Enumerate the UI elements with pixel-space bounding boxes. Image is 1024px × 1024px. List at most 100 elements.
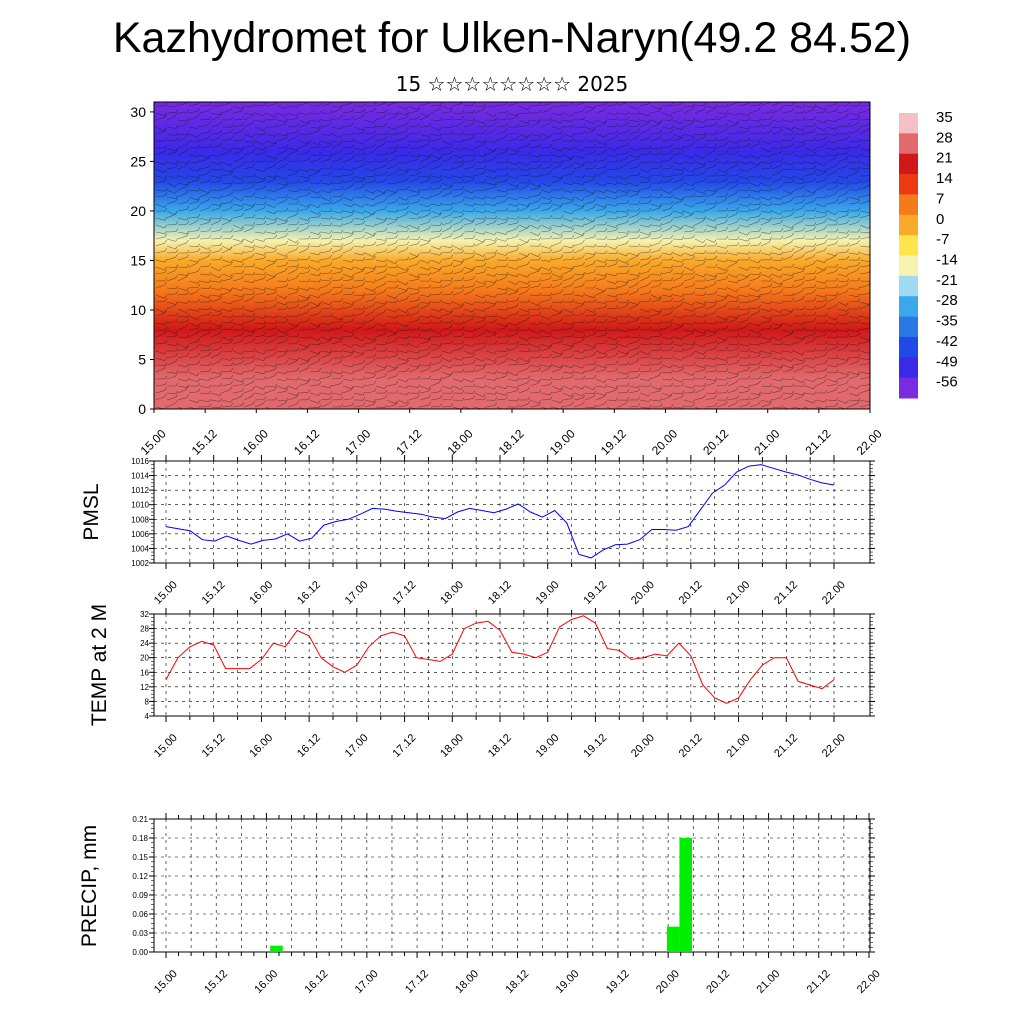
wind-barbs [155,102,870,409]
pmsl-grid [154,461,870,563]
colorbar-swatch [899,133,918,155]
colorbar-swatch [899,113,918,134]
pmsl-ylabel: PMSL [80,483,103,540]
temp-series-line [165,615,835,704]
temp-xtick-label: 22.00 [820,732,848,760]
colorbar-swatch [899,275,918,297]
colorbar-label: -35 [936,313,958,330]
heat-ytick-label: 0 [138,401,146,417]
pmsl-xtick-label: 20.00 [629,579,657,607]
pmsl-xtick-label: 16.12 [295,579,323,607]
precip-xtick-label: 19.00 [554,968,582,996]
colorbar-label: -21 [936,272,958,289]
precip-ytick-label: 0.18 [132,834,148,843]
precip-xtick-label: 19.12 [604,968,632,996]
heat-xtick-label: 22.00 [854,426,885,457]
temp-xtick-label: 17.12 [390,732,418,760]
pmsl-ytick-label: 1012 [131,486,149,495]
temp-ytick-label: 28 [140,625,149,634]
heat-xtick-label: 21.12 [802,426,833,457]
heat-xtick-label: 17.00 [342,426,373,457]
temp-xtick-label: 15.00 [152,732,180,760]
heat-xtick-label: 20.12 [700,426,731,457]
temp-ytick-label: 32 [140,610,149,619]
precip-xtick-label: 16.00 [252,968,280,996]
colorbar-label: -28 [936,292,958,309]
colorbar-swatch [899,194,918,216]
colorbar-swatch [899,357,918,379]
heat-ytick-label: 25 [130,153,146,169]
precip-xtick-label: 15.12 [202,968,230,996]
pmsl-ytick-label: 1016 [131,457,149,466]
pmsl-xtick-label: 18.12 [486,579,514,607]
heat-xtick-label: 16.00 [240,426,271,457]
precip-ytick-label: 0.03 [132,929,148,938]
temp-panel: 4 8 12 16 20 24 28 32 15.00 15.12 16.00 16.12 17.00 1… [88,604,875,760]
pmsl-ytick-label: 1010 [131,501,149,510]
heat-ytick-label: 30 [130,104,146,120]
colorbar-label: 35 [936,109,953,126]
pmsl-ytick-label: 1006 [131,530,149,539]
temp-xtick-label: 19.12 [581,732,609,760]
colorbar-label: 0 [936,211,944,228]
pmsl-xtick-label: 15.00 [152,579,180,607]
temp-xtick-label: 19.00 [534,732,562,760]
colorbar-label: -42 [936,333,958,350]
temp-xtick-label: 17.00 [343,732,371,760]
pmsl-xtick-label: 17.00 [343,579,371,607]
precip-panel: 0.00 0.03 0.06 0.09 0.12 0.15 0.18 0.21 15.00 15.… [78,813,883,996]
precip-ytick-label: 0.00 [132,948,148,957]
temp-xtick-label: 16.12 [295,732,323,760]
temp-ytick-label: 8 [145,697,150,706]
colorbar-swatch [899,316,918,338]
pmsl-xtick-label: 20.12 [677,579,705,607]
temp-xtick-label: 18.12 [486,732,514,760]
temp-ytick-label: 4 [145,712,150,721]
pmsl-series-line [165,464,835,559]
temp-ytick-label: 24 [140,639,149,648]
heat-xtick-label: 18.00 [444,426,475,457]
precip-bar [679,838,692,952]
colorbar-swatch [899,174,918,195]
colorbar-swatch [899,336,918,358]
heat-xtick-label: 15.00 [138,426,169,457]
precip-ytick-label: 0.09 [132,891,148,900]
pmsl-ytick-label: 1004 [131,544,149,553]
temp-ytick-label: 16 [140,668,149,677]
temp-xtick-label: 18.00 [438,732,466,760]
pmsl-xtick-label: 19.00 [534,579,562,607]
heat-ytick-label: 15 [130,252,146,268]
temp-xtick-label: 16.00 [247,732,275,760]
heat-xtick-label: 19.00 [547,426,578,457]
precip-ytick-label: 0.21 [132,815,148,824]
colorbar-swatch [899,235,918,256]
heat-ytick-label: 10 [130,302,146,318]
temp-xtick-label: 20.12 [677,732,705,760]
precip-xtick-label: 20.00 [654,968,682,996]
colorbar-label: 28 [936,129,953,146]
pmsl-ytick-label: 1002 [131,559,149,568]
pmsl-xtick-label: 15.12 [200,579,228,607]
colorbar-label: -14 [936,252,958,269]
heat-xtick-label: 20.00 [649,426,680,457]
heat-xtick-label: 16.12 [291,426,322,457]
colorbar-label: 14 [936,170,953,187]
pmsl-xtick-label: 21.12 [772,579,800,607]
temp-xtick-label: 15.12 [200,732,228,760]
heat-xtick-label: 17.12 [393,426,424,457]
precip-xtick-label: 18.12 [503,968,531,996]
precip-xtick-label: 16.12 [303,968,331,996]
pmsl-xtick-label: 19.12 [581,579,609,607]
temp-ytick-label: 20 [140,654,149,663]
temp-grid [154,614,870,716]
pmsl-panel: 1002 1004 1006 1008 1010 1012 1014 1016 15.00 15.… [80,455,875,607]
heat-ytick-label: 5 [138,351,146,367]
colorbar: 35 28 21 14 7 0 -7 -14 -21 -28 -35 -42 -49 -56 [899,109,958,399]
heat-xtick-label: 21.00 [751,426,782,457]
precip-ylabel: PRECIP, mm [78,825,101,947]
colorbar-swatch [899,377,918,399]
precip-xtick-label: 17.12 [403,968,431,996]
precip-ytick-label: 0.06 [132,910,148,919]
colorbar-label: -56 [936,374,958,391]
